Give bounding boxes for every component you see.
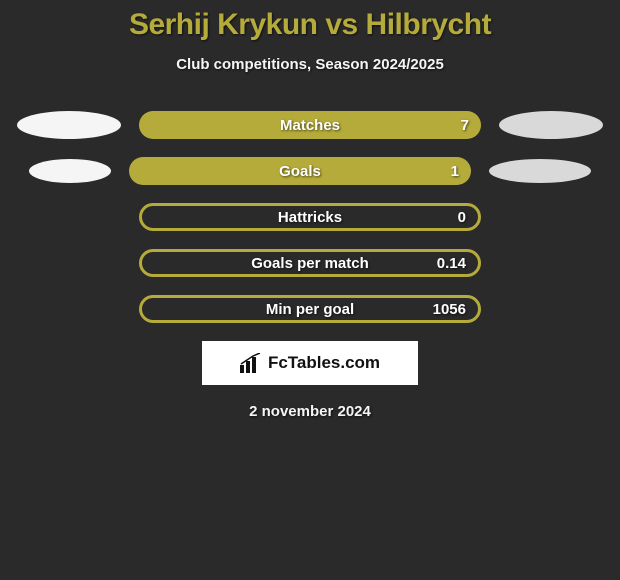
stat-label: Goals per match xyxy=(251,255,369,272)
right-ellipse xyxy=(489,159,591,183)
spacer xyxy=(499,263,603,264)
stat-row: Hattricks 0 xyxy=(0,203,620,231)
stat-bar: Goals per match 0.14 xyxy=(139,249,481,277)
logo-box: FcTables.com xyxy=(202,341,418,385)
stats-list: Matches 7 Goals 1 Hattricks 0 Goals per match 0… xyxy=(0,111,620,323)
stat-row: Min per goal 1056 xyxy=(0,295,620,323)
subtitle: Club competitions, Season 2024/2025 xyxy=(0,56,620,73)
stat-bar: Matches 7 xyxy=(139,111,481,139)
stat-value-right: 0.14 xyxy=(437,255,466,272)
page-title: Serhij Krykun vs Hilbrycht xyxy=(0,8,620,42)
spacer xyxy=(17,217,121,218)
stat-value-right: 1056 xyxy=(433,301,466,318)
comparison-infographic: Serhij Krykun vs Hilbrycht Club competit… xyxy=(0,0,620,420)
stat-bar: Hattricks 0 xyxy=(139,203,481,231)
date-text: 2 november 2024 xyxy=(0,403,620,420)
logo-text: FcTables.com xyxy=(268,353,380,373)
stat-label: Goals xyxy=(279,163,321,180)
spacer xyxy=(17,309,121,310)
left-ellipse xyxy=(29,159,111,183)
spacer xyxy=(499,309,603,310)
spacer xyxy=(17,263,121,264)
right-ellipse xyxy=(499,111,603,139)
stat-row: Goals 1 xyxy=(0,157,620,185)
stat-value-right: 7 xyxy=(461,117,469,134)
stat-label: Matches xyxy=(280,117,340,134)
stat-bar: Goals 1 xyxy=(129,157,471,185)
stat-label: Min per goal xyxy=(266,301,354,318)
bar-chart-icon xyxy=(240,353,262,373)
stat-value-right: 1 xyxy=(451,163,459,180)
stat-label: Hattricks xyxy=(278,209,342,226)
stat-row: Matches 7 xyxy=(0,111,620,139)
stat-row: Goals per match 0.14 xyxy=(0,249,620,277)
stat-value-right: 0 xyxy=(458,209,466,226)
spacer xyxy=(499,217,603,218)
stat-bar: Min per goal 1056 xyxy=(139,295,481,323)
left-ellipse xyxy=(17,111,121,139)
